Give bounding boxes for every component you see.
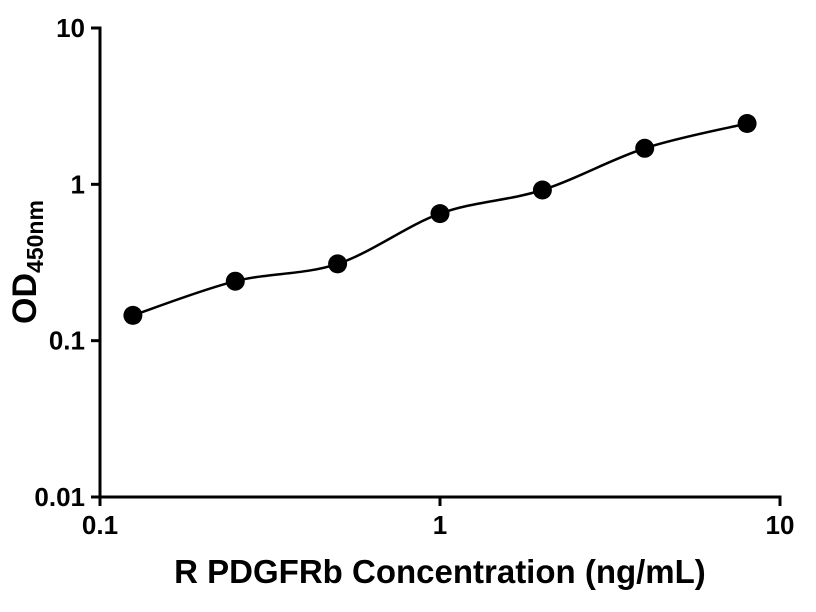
- x-tick-label: 0.1: [82, 510, 118, 540]
- data-point: [123, 305, 143, 325]
- data-point: [737, 114, 757, 133]
- y-tick-label: 0.01: [34, 482, 85, 512]
- data-point: [635, 138, 655, 158]
- y-axis-label-base: OD: [6, 273, 44, 324]
- data-point: [225, 271, 245, 291]
- x-tick-label: 10: [766, 510, 795, 540]
- y-axis-label: OD450nm: [6, 200, 48, 324]
- y-tick-label: 1: [71, 169, 85, 199]
- y-axis-label-subscript: 450nm: [22, 200, 48, 273]
- y-tick-label: 10: [56, 13, 85, 43]
- axis-lines: [98, 26, 782, 499]
- y-tick-label: 0.1: [49, 326, 85, 356]
- data-point: [430, 204, 450, 224]
- x-axis-label: R PDGFRb Concentration (ng/mL): [174, 553, 706, 590]
- data-point: [328, 254, 348, 274]
- x-tick-label: 1: [433, 510, 447, 540]
- data-point: [532, 180, 552, 200]
